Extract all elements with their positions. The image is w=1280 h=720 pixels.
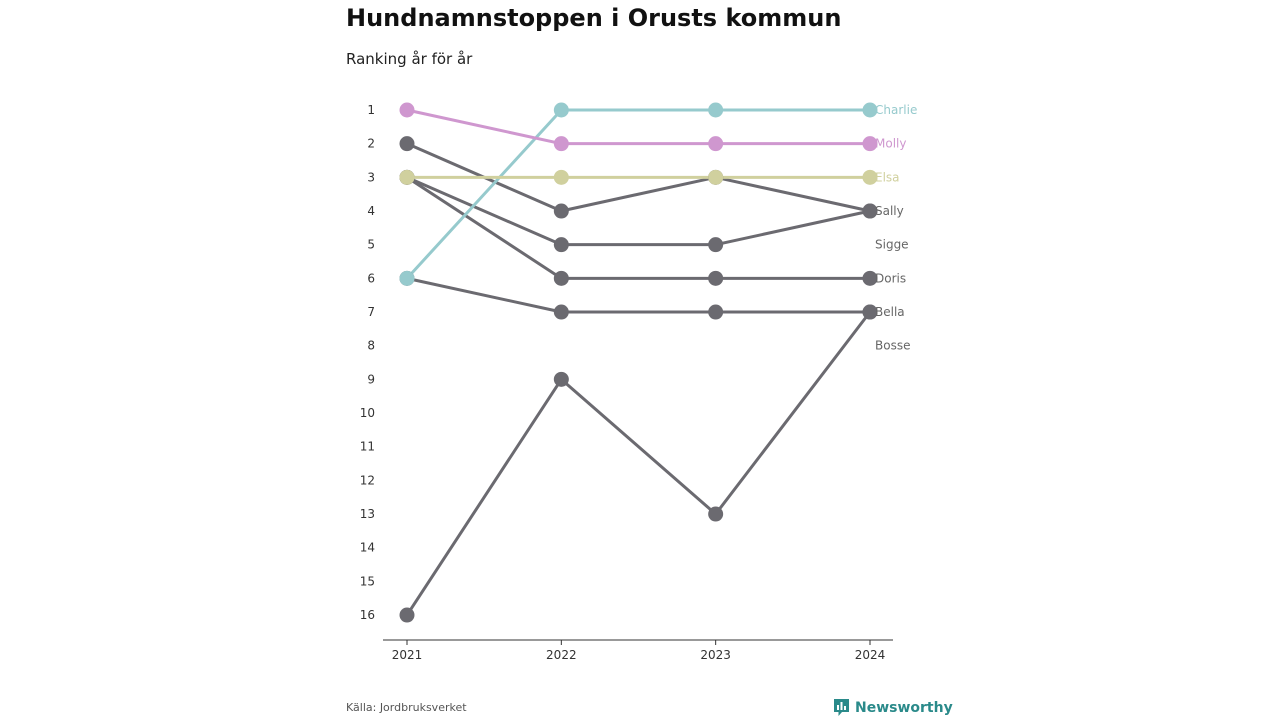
point-charlie-2021 xyxy=(399,270,415,286)
y-tick-label: 2 xyxy=(367,137,375,151)
point-elsa-2021 xyxy=(399,169,415,185)
point-molly-2022 xyxy=(553,136,569,152)
brand-name: Newsworthy xyxy=(855,699,953,716)
series-line-bella xyxy=(405,276,872,314)
series-line-charlie xyxy=(405,108,872,280)
point-charlie-2024 xyxy=(862,102,878,118)
x-tick-label: 2021 xyxy=(392,648,423,662)
end-label-doris: Doris xyxy=(875,271,906,285)
series-line-sigge xyxy=(405,175,872,247)
y-tick-label: 4 xyxy=(367,204,375,218)
point-sigge-2022 xyxy=(553,237,569,253)
series-line-molly xyxy=(405,108,872,146)
end-label-sally: Sally xyxy=(875,204,904,218)
bar-chart-icon xyxy=(834,699,849,716)
x-axis: 2021 2022 2023 2024 xyxy=(383,639,893,662)
point-bosse-2021 xyxy=(399,607,415,623)
x-tick-label: 2024 xyxy=(855,648,886,662)
x-tick-label: 2022 xyxy=(546,648,577,662)
point-charlie-2022 xyxy=(553,102,569,118)
y-tick-label: 11 xyxy=(360,440,375,454)
series-points xyxy=(399,102,878,623)
y-tick-label: 12 xyxy=(360,473,375,487)
point-molly-2024 xyxy=(862,136,878,152)
series-line-doris xyxy=(405,175,872,280)
end-label-elsa: Elsa xyxy=(875,170,900,184)
point-sally-2021 xyxy=(399,136,415,152)
point-doris-2022 xyxy=(553,270,569,286)
y-tick-label: 8 xyxy=(367,339,375,353)
y-tick-label: 3 xyxy=(367,170,375,184)
point-sigge-2023 xyxy=(708,237,724,253)
y-tick-label: 1 xyxy=(367,103,375,117)
end-label-molly: Molly xyxy=(875,137,906,151)
y-tick-label: 10 xyxy=(360,406,375,420)
source-note: Källa: Jordbruksverket xyxy=(346,701,467,714)
y-tick-label: 6 xyxy=(367,271,375,285)
y-tick-label: 13 xyxy=(360,507,375,521)
chart-subtitle: Ranking år för år xyxy=(346,50,473,68)
series-line-bosse xyxy=(405,310,872,617)
point-elsa-2022 xyxy=(553,169,569,185)
point-molly-2021 xyxy=(399,102,415,118)
point-doris-2023 xyxy=(708,270,724,286)
point-elsa-2024 xyxy=(862,169,878,185)
end-label-bosse: Bosse xyxy=(875,339,910,353)
x-tick-label: 2023 xyxy=(700,648,731,662)
series-end-labels: Charlie Molly Elsa Sally Sigge Doris Bella Boss… xyxy=(875,103,917,353)
y-tick-label: 5 xyxy=(367,238,375,252)
point-bosse-2023 xyxy=(708,506,724,522)
point-bosse-2024 xyxy=(862,304,878,320)
y-tick-label: 15 xyxy=(360,574,375,588)
series-lines-highlight xyxy=(405,108,872,280)
point-bosse-2022 xyxy=(553,371,569,387)
y-tick-label: 14 xyxy=(360,541,375,555)
point-bella-2023 xyxy=(708,304,724,320)
point-molly-2023 xyxy=(708,136,724,152)
y-tick-label: 16 xyxy=(360,608,375,622)
y-tick-label: 9 xyxy=(367,372,375,386)
point-bella-2022 xyxy=(553,304,569,320)
point-elsa-2023 xyxy=(708,169,724,185)
end-label-bella: Bella xyxy=(875,305,905,319)
point-charlie-2023 xyxy=(708,102,724,118)
y-tick-label: 7 xyxy=(367,305,375,319)
end-label-sigge: Sigge xyxy=(875,238,909,252)
series-lines-muted xyxy=(405,142,872,617)
point-sigge-2024 xyxy=(862,203,878,219)
brand-logo: Newsworthy xyxy=(833,698,953,717)
point-doris-2024 xyxy=(862,270,878,286)
end-label-charlie: Charlie xyxy=(875,103,917,117)
chart-title: Hundnamnstoppen i Orusts kommun xyxy=(346,4,842,32)
point-sally-2022 xyxy=(553,203,569,219)
